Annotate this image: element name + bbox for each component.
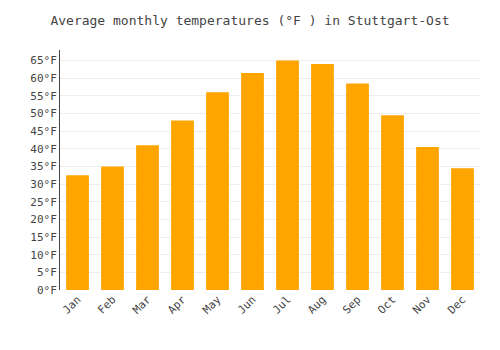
svg-text:May: May [200, 293, 224, 317]
svg-text:0°F: 0°F [37, 284, 57, 297]
svg-text:Apr: Apr [165, 293, 189, 317]
svg-text:65°F: 65°F [30, 54, 57, 67]
svg-text:Sep: Sep [340, 293, 363, 316]
svg-text:Jul: Jul [270, 293, 293, 316]
svg-text:60°F: 60°F [30, 72, 57, 85]
svg-text:Mar: Mar [130, 293, 154, 317]
svg-text:Jun: Jun [235, 293, 258, 316]
svg-text:15°F: 15°F [30, 231, 57, 244]
svg-text:20°F: 20°F [30, 213, 57, 226]
svg-text:50°F: 50°F [30, 107, 57, 120]
svg-text:40°F: 40°F [30, 143, 57, 156]
svg-text:Aug: Aug [305, 293, 328, 316]
svg-text:45°F: 45°F [30, 125, 57, 138]
svg-text:Average monthly temperatures (: Average monthly temperatures (°F ) in St… [50, 13, 449, 28]
svg-text:35°F: 35°F [30, 160, 57, 173]
svg-text:30°F: 30°F [30, 178, 57, 191]
svg-text:25°F: 25°F [30, 196, 57, 209]
svg-text:Jan: Jan [60, 293, 83, 316]
svg-text:Dec: Dec [445, 293, 468, 316]
svg-text:Oct: Oct [375, 293, 398, 316]
svg-text:55°F: 55°F [30, 90, 57, 103]
svg-text:Feb: Feb [95, 293, 118, 316]
svg-text:Nov: Nov [410, 293, 434, 317]
svg-text:10°F: 10°F [30, 249, 57, 262]
svg-text:5°F: 5°F [37, 266, 57, 279]
